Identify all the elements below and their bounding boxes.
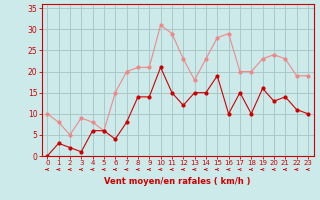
X-axis label: Vent moyen/en rafales ( km/h ): Vent moyen/en rafales ( km/h ): [104, 177, 251, 186]
